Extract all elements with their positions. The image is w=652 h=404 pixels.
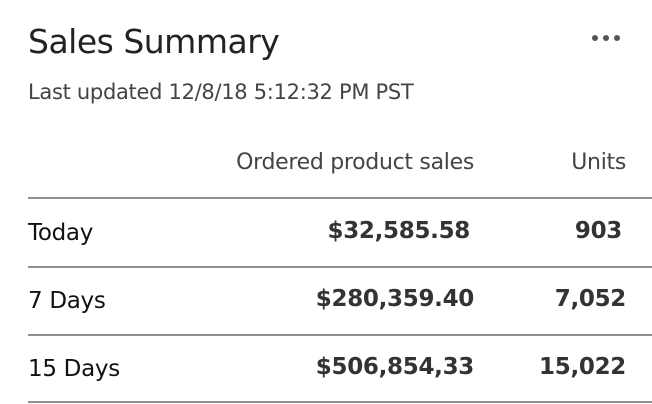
divider bbox=[28, 197, 652, 199]
divider bbox=[28, 334, 652, 336]
column-header-sales: Ordered product sales bbox=[236, 150, 474, 175]
more-horizontal-icon bbox=[614, 35, 620, 41]
column-header-units: Units bbox=[571, 150, 626, 175]
row-sales: $32,585.58 bbox=[327, 218, 470, 244]
divider bbox=[28, 401, 652, 403]
row-sales: $506,854,33 bbox=[315, 354, 475, 380]
more-horizontal-icon bbox=[592, 35, 598, 41]
row-period: 7 Days bbox=[28, 288, 106, 314]
row-sales: $280,359.40 bbox=[315, 286, 475, 312]
widget-title: Sales Summary bbox=[28, 22, 280, 61]
row-period: Today bbox=[28, 220, 94, 246]
divider bbox=[28, 266, 652, 268]
row-units: 15,022 bbox=[539, 354, 626, 380]
last-updated: Last updated 12/8/18 5:12:32 PM PST bbox=[28, 80, 414, 104]
row-units: 7,052 bbox=[554, 286, 627, 312]
more-horizontal-icon bbox=[603, 35, 609, 41]
row-period: 15 Days bbox=[28, 356, 120, 382]
more-options-button[interactable] bbox=[592, 28, 628, 48]
row-units: 903 bbox=[574, 218, 622, 244]
